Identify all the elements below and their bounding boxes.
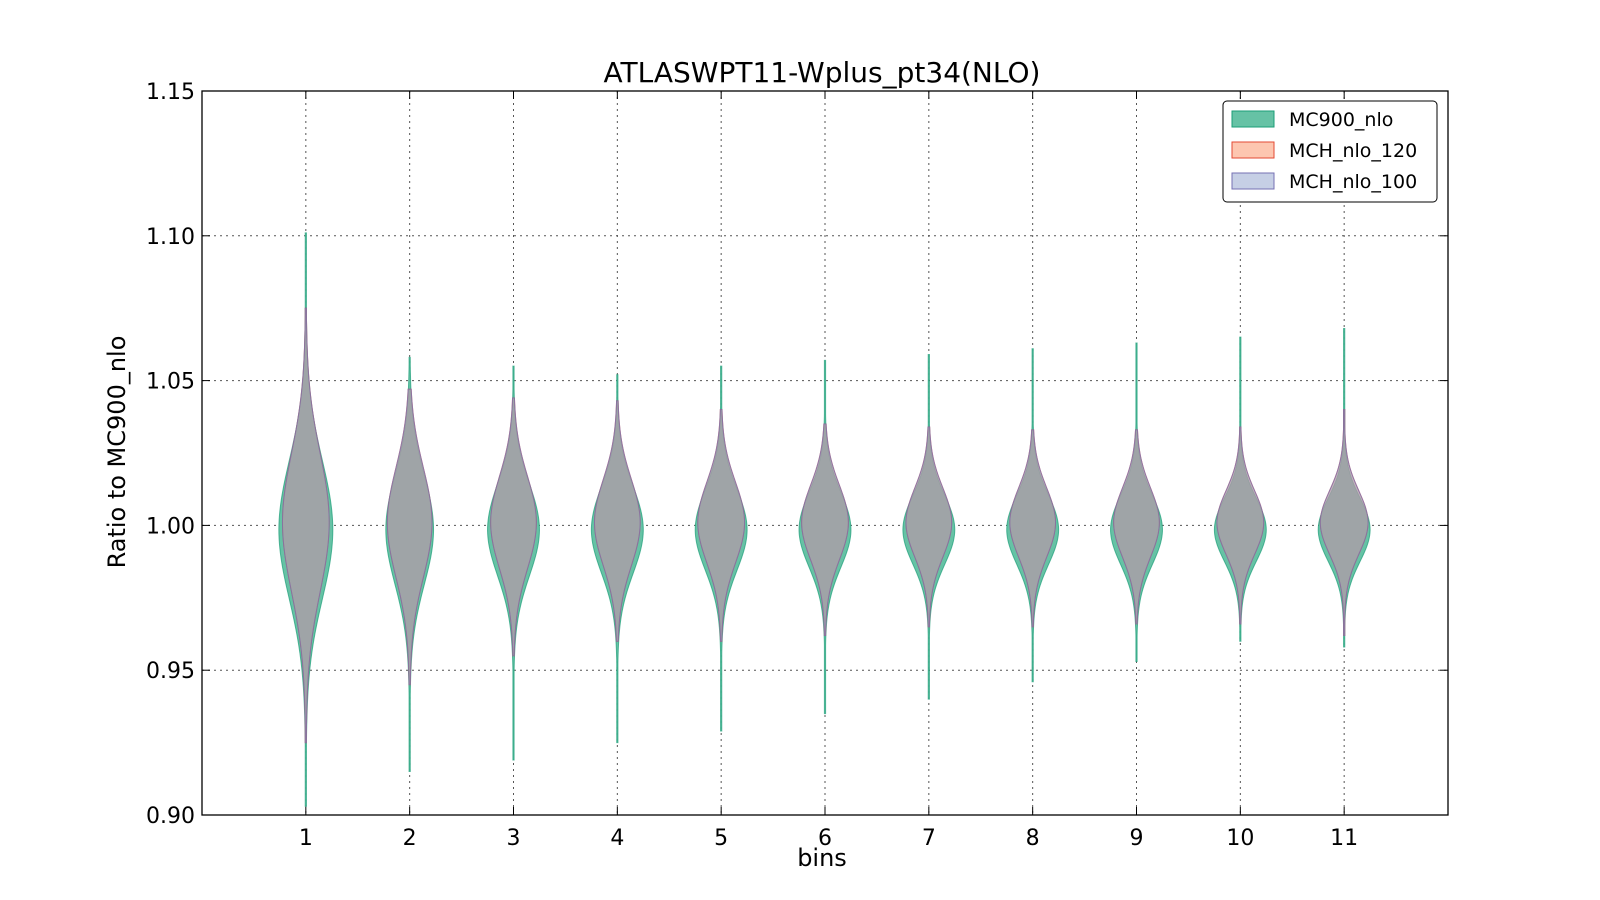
x-axis-label: bins [797,844,847,872]
violin-MCH_nlo_100-bin-7 [905,426,953,628]
legend-label: MC900_nlo [1289,109,1393,131]
violin-MCH_nlo_100-bin-8 [1009,429,1057,628]
y-axis-label: Ratio to MC900_nlo [103,336,131,569]
chart-title: ATLASWPT11-Wplus_pt34(NLO) [604,56,1041,89]
x-tick-label: 6 [818,826,832,851]
legend-box [1222,100,1438,203]
violin-MCH_nlo_100-bin-3 [490,397,537,657]
x-axis-ticks: 1 2 3 4 5 6 7 8 9 10 11 [299,91,1358,851]
violin-series-MCH_nlo_100 [281,307,1369,744]
violin-MCH_nlo_100-bin-1 [281,307,330,744]
x-tick-label: 7 [922,826,936,851]
violin-layer [278,232,1371,807]
x-tick-label: 11 [1330,826,1358,851]
legend-swatch [1231,172,1275,190]
x-tick-label: 9 [1130,826,1144,851]
x-tick-label: 8 [1026,826,1040,851]
violin-MCH_nlo_100-bin-5 [697,409,746,642]
x-tick-label: 1 [299,826,313,851]
x-tick-label: 4 [610,826,624,851]
y-tick-label: 1.10 [146,225,195,250]
y-tick-label: 1.05 [146,370,195,395]
violin-MCH_nlo_100-bin-4 [593,400,641,642]
violin-MCH_nlo_100-bin-10 [1216,426,1265,625]
legend-label: MCH_nlo_100 [1289,171,1417,193]
y-axis-ticks: 0.90 0.95 1.00 1.05 1.10 1.15 [146,80,1448,829]
y-tick-label: 0.95 [146,659,195,684]
legend-swatch [1231,110,1275,128]
y-tick-label: 0.90 [146,804,195,829]
x-tick-label: 5 [714,826,728,851]
y-tick-label: 1.15 [146,80,195,105]
violin-MCH_nlo_100-bin-11 [1319,409,1369,636]
x-tick-label: 2 [403,826,417,851]
violin-MCH_nlo_100-bin-9 [1113,429,1160,625]
legend: MC900_nlo MCH_nlo_120 MCH_nlo_100 [1222,100,1438,203]
legend-label: MCH_nlo_120 [1289,140,1417,162]
violin-MCH_nlo_100-bin-2 [386,388,433,686]
x-tick-label: 10 [1226,826,1254,851]
legend-swatch [1231,141,1275,159]
x-tick-label: 3 [507,826,521,851]
y-tick-label: 1.00 [146,514,195,539]
violin-MCH_nlo_100-bin-6 [801,423,849,636]
